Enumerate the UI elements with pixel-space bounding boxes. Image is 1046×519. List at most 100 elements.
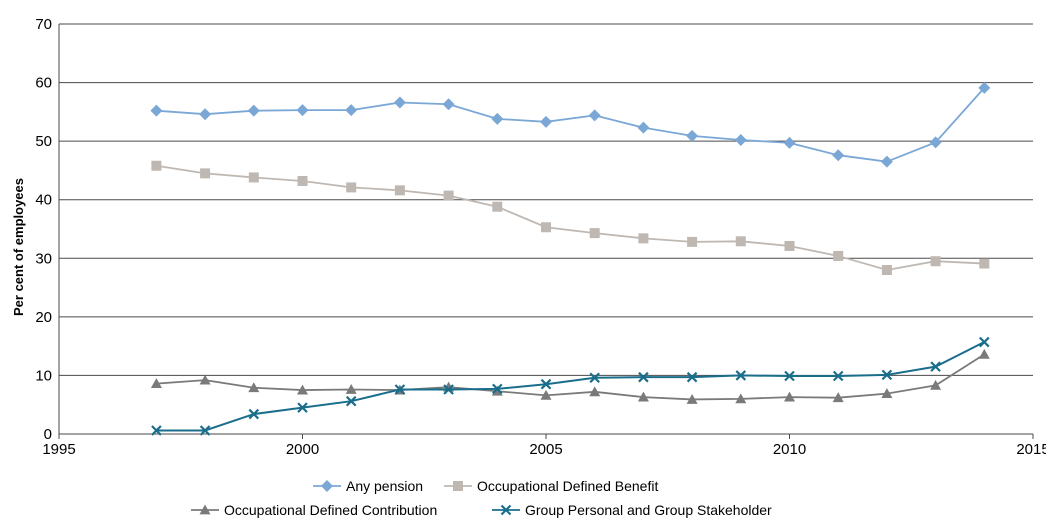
data-point bbox=[200, 168, 211, 179]
x-tick-label: 2010 bbox=[773, 441, 806, 458]
data-point bbox=[978, 348, 990, 359]
marker-stroke bbox=[930, 361, 941, 372]
data-point bbox=[734, 133, 747, 146]
data-point bbox=[442, 98, 455, 111]
data-point bbox=[492, 383, 503, 395]
data-point bbox=[541, 222, 551, 233]
data-point bbox=[297, 384, 308, 395]
data-point bbox=[394, 185, 405, 196]
legend-marker bbox=[199, 504, 211, 515]
data-point bbox=[929, 136, 942, 149]
marker-stroke bbox=[297, 402, 308, 413]
data-point bbox=[248, 408, 260, 420]
data-point bbox=[589, 228, 600, 239]
data-point bbox=[881, 369, 893, 381]
data-point bbox=[637, 391, 649, 402]
series-line bbox=[156, 341, 985, 432]
data-point bbox=[686, 371, 698, 383]
marker-stroke bbox=[784, 370, 795, 382]
marker-stroke bbox=[686, 371, 698, 383]
data-point bbox=[150, 378, 162, 389]
marker-stroke bbox=[881, 369, 893, 381]
series-line bbox=[156, 353, 985, 401]
data-point bbox=[930, 379, 942, 390]
marker-stroke bbox=[345, 395, 357, 407]
legend-label: Occupational Defined Benefit bbox=[477, 478, 658, 494]
marker-stroke bbox=[638, 371, 649, 383]
data-point bbox=[930, 361, 941, 372]
data-point bbox=[930, 256, 941, 267]
data-point bbox=[589, 372, 600, 384]
data-point bbox=[637, 121, 650, 134]
y-tick-label: 0 bbox=[44, 426, 52, 443]
data-point bbox=[346, 182, 357, 193]
data-point bbox=[491, 112, 504, 125]
data-point bbox=[393, 96, 406, 109]
y-tick-label: 70 bbox=[35, 16, 52, 33]
series-any-pension bbox=[150, 81, 991, 168]
data-point bbox=[151, 425, 162, 436]
legend-marker bbox=[453, 481, 463, 491]
data-point bbox=[297, 175, 308, 186]
data-point bbox=[394, 384, 406, 395]
data-point bbox=[248, 382, 260, 393]
legend-item: Occupational Defined Contribution bbox=[191, 502, 437, 518]
data-point bbox=[735, 393, 747, 404]
data-point bbox=[881, 388, 893, 398]
series-line bbox=[156, 164, 985, 271]
marker-stroke bbox=[589, 372, 600, 384]
data-point bbox=[296, 104, 309, 117]
data-point bbox=[638, 233, 649, 244]
data-point bbox=[297, 402, 308, 413]
y-tick-label: 10 bbox=[35, 367, 52, 384]
y-tick-label: 40 bbox=[35, 192, 52, 209]
marker-stroke bbox=[151, 425, 162, 436]
data-point bbox=[540, 389, 552, 400]
data-point bbox=[345, 395, 357, 407]
data-point bbox=[199, 108, 212, 121]
data-point bbox=[978, 81, 991, 94]
marker-stroke bbox=[492, 383, 503, 395]
data-point bbox=[979, 336, 990, 348]
marker-stroke bbox=[735, 370, 747, 381]
data-point bbox=[443, 384, 454, 395]
series-group-personal-and-group-stakeholder bbox=[151, 336, 990, 436]
marker-stroke bbox=[248, 408, 260, 420]
data-point bbox=[686, 393, 698, 404]
marker-stroke bbox=[500, 504, 512, 516]
data-point bbox=[735, 236, 746, 247]
x-tick-label: 1995 bbox=[42, 441, 75, 458]
data-point bbox=[687, 236, 698, 247]
data-point bbox=[832, 370, 844, 382]
data-point bbox=[881, 265, 892, 275]
data-point bbox=[588, 109, 601, 122]
data-point bbox=[443, 190, 454, 201]
marker-stroke bbox=[394, 384, 406, 395]
data-point bbox=[199, 425, 211, 436]
marker-stroke bbox=[832, 370, 844, 382]
data-point bbox=[833, 250, 844, 261]
series-line bbox=[156, 87, 985, 163]
data-point bbox=[832, 392, 844, 403]
marker-stroke bbox=[443, 384, 454, 395]
y-tick-label: 20 bbox=[35, 309, 52, 326]
data-point bbox=[199, 374, 211, 385]
data-point bbox=[832, 149, 845, 162]
data-point bbox=[151, 160, 162, 171]
data-point bbox=[979, 258, 990, 269]
legend: Any pension Occupational Defined Benefit O… bbox=[191, 478, 772, 518]
data-point bbox=[686, 129, 699, 142]
data-point bbox=[248, 172, 259, 183]
data-point bbox=[784, 240, 795, 251]
y-tick-label: 50 bbox=[35, 133, 52, 150]
series-occupational-defined-benefit bbox=[151, 160, 990, 275]
y-axis-title: Per cent of employees bbox=[11, 178, 26, 316]
legend-label: Any pension bbox=[346, 478, 423, 494]
legend-label: Occupational Defined Contribution bbox=[224, 502, 437, 518]
legend-marker bbox=[500, 504, 512, 516]
x-tick-label: 2015 bbox=[1016, 441, 1046, 458]
x-tick-label: 2000 bbox=[286, 441, 319, 458]
marker-stroke bbox=[979, 336, 990, 348]
data-point bbox=[783, 136, 796, 149]
